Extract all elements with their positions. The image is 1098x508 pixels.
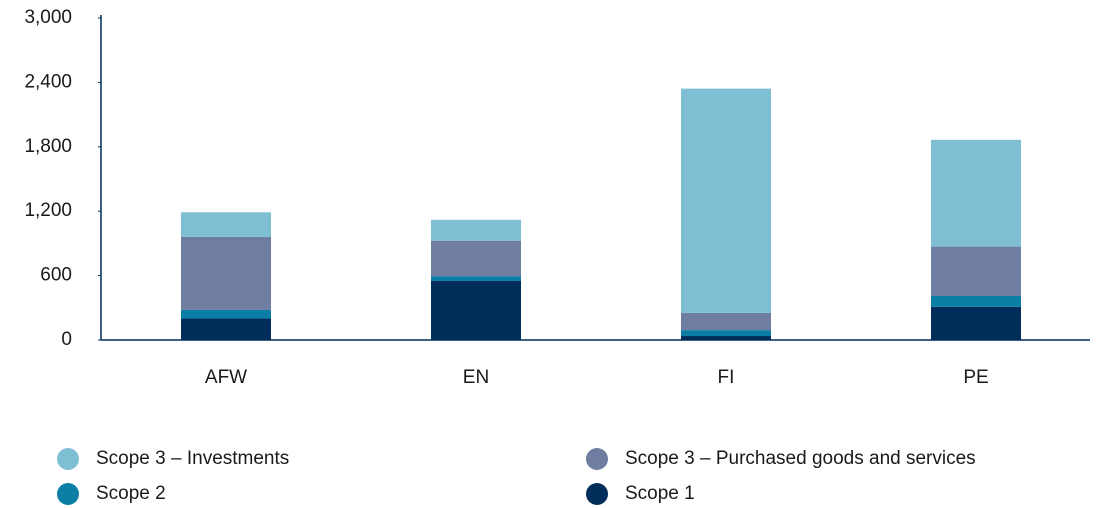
legend-label: Scope 3 – Purchased goods and services <box>625 448 976 469</box>
y-tick-label: 0 <box>61 329 72 350</box>
legend-label: Scope 2 <box>96 483 166 504</box>
bar-segment <box>931 295 1021 307</box>
bar-segment <box>181 318 271 340</box>
y-tick-label: 3,000 <box>24 7 72 28</box>
x-tick-label: EN <box>463 367 489 388</box>
bar-segment <box>931 306 1021 340</box>
bar-segment <box>681 88 771 313</box>
bar-segment <box>681 336 771 340</box>
bar-segment <box>431 280 521 340</box>
x-tick-label: FI <box>718 367 735 388</box>
legend-swatch <box>57 483 79 505</box>
bar-segment <box>181 309 271 319</box>
legend-swatch <box>586 448 608 470</box>
legend-label: Scope 1 <box>625 483 695 504</box>
x-tick-label: AFW <box>205 367 247 388</box>
bar-segment <box>931 246 1021 296</box>
x-tick-label: PE <box>963 367 988 388</box>
y-tick-label: 2,400 <box>24 71 72 92</box>
y-tick-label: 1,200 <box>24 200 72 221</box>
bar-segment <box>931 139 1021 247</box>
bar-segment <box>681 330 771 337</box>
legend-swatch <box>57 448 79 470</box>
bar-segment <box>181 236 271 310</box>
bar-segment <box>431 240 521 277</box>
y-tick-label: 600 <box>40 265 72 286</box>
legend-label: Scope 3 – Investments <box>96 448 289 469</box>
y-tick-label: 1,800 <box>24 136 72 157</box>
bar-segment <box>681 312 771 331</box>
legend-swatch <box>586 483 608 505</box>
bar-segment <box>431 219 521 241</box>
bar-segment <box>431 276 521 281</box>
bar-segment <box>181 212 271 237</box>
